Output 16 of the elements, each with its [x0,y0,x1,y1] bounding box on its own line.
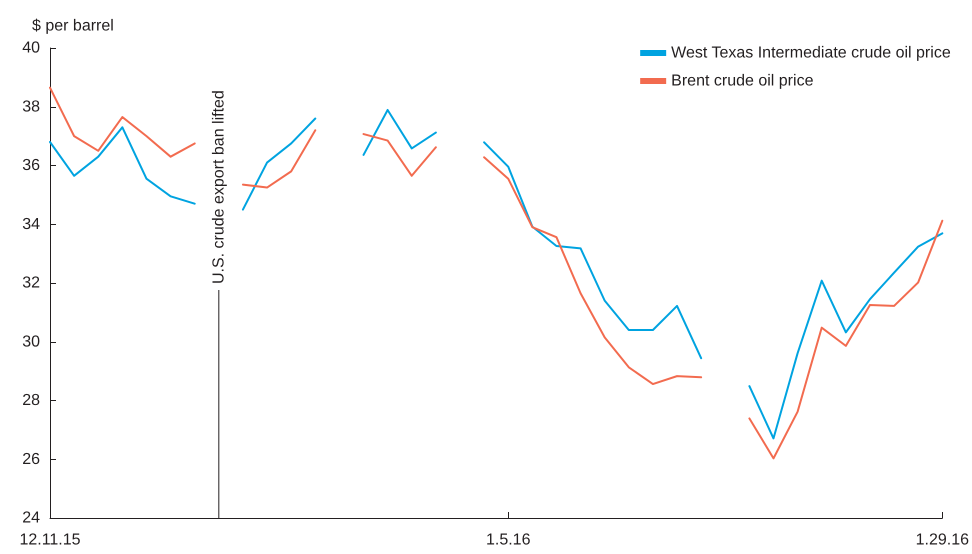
y-tick-label: 24 [22,510,40,526]
y-tick-label: 32 [22,274,40,292]
x-tick-label: 12.11.15 [19,532,81,548]
y-tick-label: 36 [22,157,40,174]
annotation: U.S. crude export ban lifted [210,90,228,284]
y-tick-label: 30 [22,333,40,350]
y-tick-label: 40 [22,40,40,56]
y-axis-title: $ per barrel [32,18,114,34]
y-tick-label: 28 [22,392,40,409]
y-tick-label: 34 [22,216,40,233]
legend-label: Brent crude oil price [671,72,814,90]
x-tick-label: 1.5.16 [486,532,531,548]
y-tick-label: 38 [22,98,40,116]
legend-label: West Texas Intermediate crude oil price [671,44,951,62]
x-tick-label: 1.29.16 [916,532,970,548]
y-tick-label: 26 [22,450,40,468]
